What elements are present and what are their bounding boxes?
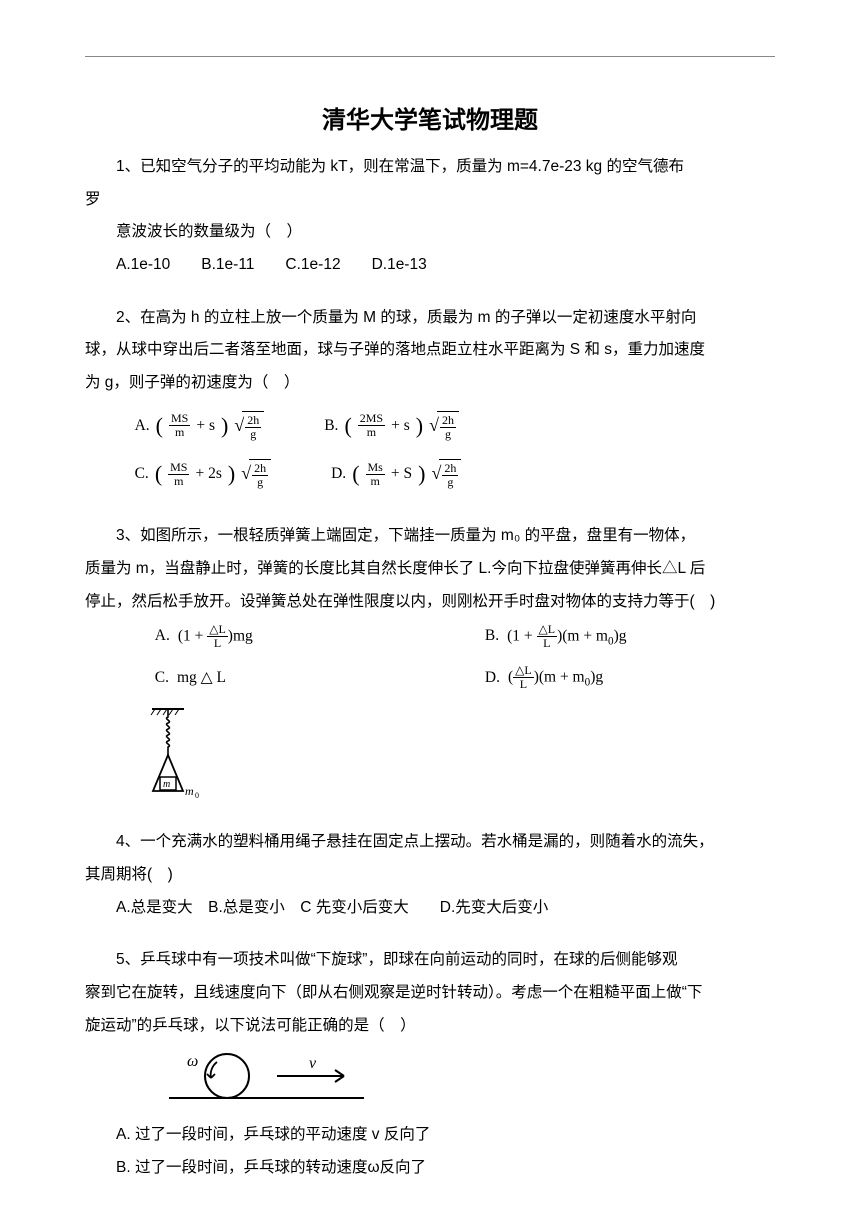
q1-options: A.1e-10 B.1e-11 C.1e-12 D.1e-13 bbox=[85, 251, 775, 280]
q3-label-a: A. bbox=[155, 627, 170, 645]
q3-label-b: B. bbox=[485, 627, 499, 645]
q3-text-1: 3、如图所示，一根轻质弹簧上端固定，下端挂一质量为 m₀ 的平盘，盘里有一物体， bbox=[85, 522, 775, 551]
q3-text-2: 质量为 m，当盘静止时，弹簧的长度比其自然长度伸长了 L.今向下拉盘使弹簧再伸长… bbox=[85, 555, 775, 584]
q5-text-3: 旋运动”的乒乓球，以下说法可能正确的是（ ） bbox=[85, 1012, 775, 1041]
spring-figure: m m 0 bbox=[149, 703, 775, 818]
page-title: 清华大学笔试物理题 bbox=[85, 100, 775, 135]
plus-term: + 2s bbox=[195, 457, 221, 491]
omega-label: ω bbox=[187, 1053, 198, 1070]
q1-text-1: 1、已知空气分子的平均动能为 kT，则在常温下，质量为 m=4.7e-23 kg… bbox=[85, 153, 775, 182]
plus-term: + s bbox=[391, 409, 410, 443]
q1-text-2: 罗 bbox=[85, 186, 775, 215]
q5-text-2: 察到它在旋转，且线速度向下（即从右侧观察是逆时针转动）。考虑一个在粗糙平面上做“… bbox=[85, 979, 775, 1008]
frac-num: MS bbox=[169, 412, 190, 426]
sqrt-num: 2h bbox=[442, 462, 458, 476]
q3-option-d: D. (△LL)(m + m0)g bbox=[485, 664, 775, 691]
q4-text-1: 4、一个充满水的塑料桶用绳子悬挂在固定点上摆动。若水桶是漏的，则随着水的流失， bbox=[85, 828, 775, 857]
header-rule bbox=[85, 56, 775, 57]
q2-label-d: D. bbox=[331, 457, 346, 491]
q3-options: A. (1 + △LL)mg B. (1 + △LL)(m + m0)g C. … bbox=[85, 623, 775, 692]
frac-den: m bbox=[365, 426, 378, 439]
q3-option-b: B. (1 + △LL)(m + m0)g bbox=[485, 623, 775, 650]
svg-text:m: m bbox=[185, 784, 194, 798]
svg-text:m: m bbox=[163, 779, 170, 790]
q2-text-2: 球，从球中穿出后二者落至地面，球与子弹的落地点距立柱水平距离为 S 和 s，重力… bbox=[85, 336, 775, 365]
v-label: v bbox=[309, 1055, 317, 1072]
frac-den: m bbox=[369, 475, 382, 488]
q3-text-3: 停止，然后松手放开。设弹簧总处在弹性限度以内，则刚松开手时盘对物体的支持力等于(… bbox=[85, 588, 775, 617]
q2-options-row1: A. ( MSm + s ) 2hg B. ( 2MSm + s ) 2hg bbox=[85, 402, 775, 450]
frac-num: Ms bbox=[366, 461, 385, 475]
q3-label-c: C. bbox=[155, 669, 169, 687]
q4-text-2: 其周期将( ) bbox=[85, 861, 775, 890]
q3-label-d: D. bbox=[485, 669, 500, 687]
q3-option-a: A. (1 + △LL)mg bbox=[155, 623, 445, 650]
frac-num: MS bbox=[168, 461, 189, 475]
q5-option-a: A. 过了一段时间，乒乓球的平动速度 v 反向了 bbox=[85, 1121, 775, 1150]
q2-options-row2: C. ( MSm + 2s ) 2hg D. ( Msm + S ) 2hg bbox=[85, 450, 775, 498]
sqrt-num: 2h bbox=[245, 414, 261, 428]
q5-text-1: 5、乒乓球中有一项技术叫做“下旋球”，即球在向前运动的同时，在球的后侧能够观 bbox=[85, 946, 775, 975]
q4-options: A.总是变大 B.总是变小 C 先变小后变大 D.先变大后变小 bbox=[85, 894, 775, 923]
sqrt-den: g bbox=[443, 428, 453, 441]
svg-text:0: 0 bbox=[195, 791, 199, 800]
plus-term: + s bbox=[196, 409, 215, 443]
q2-label-c: C. bbox=[135, 457, 149, 491]
q3-option-c: C. mg △ L bbox=[155, 664, 445, 691]
q2-option-a: A. ( MSm + s ) 2hg bbox=[135, 402, 265, 450]
q2-option-b: B. ( 2MSm + s ) 2hg bbox=[324, 402, 459, 450]
q2-label-a: A. bbox=[135, 409, 150, 443]
frac-den: m bbox=[173, 426, 186, 439]
q2-option-c: C. ( MSm + 2s ) 2hg bbox=[135, 450, 272, 498]
q2-text-3: 为 g，则子弹的初速度为（ ） bbox=[85, 369, 775, 398]
sqrt-num: 2h bbox=[252, 462, 268, 476]
q2-label-b: B. bbox=[324, 409, 338, 443]
q1-text-3: 意波波长的数量级为（ ） bbox=[85, 218, 775, 247]
plus-term: + S bbox=[391, 457, 412, 491]
sqrt-den: g bbox=[248, 428, 258, 441]
sqrt-num: 2h bbox=[440, 414, 456, 428]
q2-text-1: 2、在高为 h 的立柱上放一个质量为 M 的球，质最为 m 的子弹以一定初速度水… bbox=[85, 304, 775, 333]
sqrt-den: g bbox=[255, 476, 265, 489]
sqrt-den: g bbox=[445, 476, 455, 489]
frac-den: m bbox=[172, 475, 185, 488]
ball-figure: ω v bbox=[149, 1048, 775, 1113]
q3-formula-c: mg △ L bbox=[177, 668, 226, 687]
q2-option-d: D. ( Msm + S ) 2hg bbox=[331, 450, 461, 498]
q5-option-b: B. 过了一段时间，乒乓球的转动速度ω反向了 bbox=[85, 1154, 775, 1183]
frac-num: 2MS bbox=[358, 412, 385, 426]
